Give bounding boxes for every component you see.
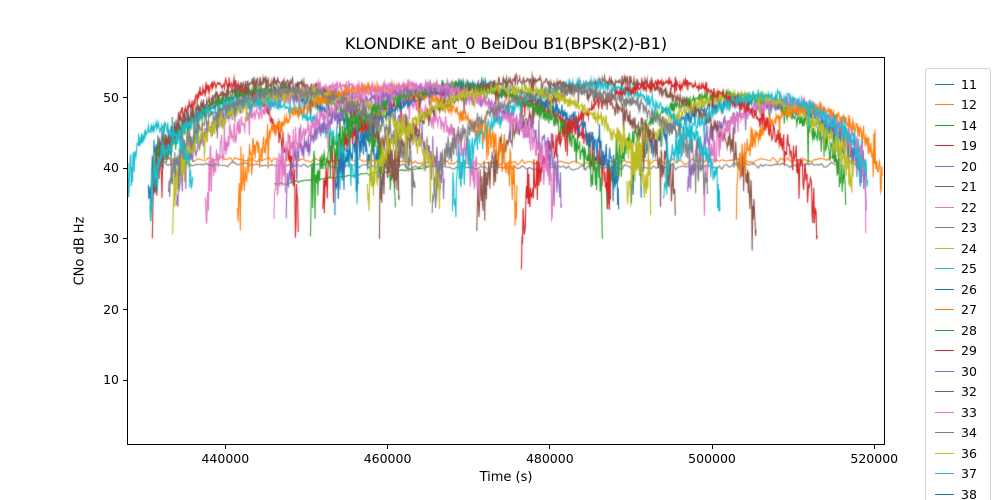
legend-line-swatch: [935, 411, 954, 413]
y-tick-mark: [123, 167, 127, 169]
legend-label: 21: [961, 179, 977, 195]
legend-item: 34: [935, 423, 990, 444]
legend-label: 37: [961, 466, 977, 482]
x-tick-label: 440000: [201, 451, 250, 466]
y-tick-mark: [123, 379, 127, 381]
y-tick-label: 20: [103, 301, 119, 317]
x-axis-label: Time (s): [479, 470, 533, 485]
legend-label: 20: [961, 158, 977, 174]
legend-label: 11: [961, 76, 977, 92]
legend-line-swatch: [935, 206, 954, 208]
legend-line-swatch: [935, 145, 954, 147]
legend-line-swatch: [935, 247, 954, 249]
legend-line-swatch: [935, 432, 954, 434]
legend-item: 12: [935, 95, 990, 116]
legend-item: 25: [935, 259, 990, 280]
legend-line-swatch: [935, 452, 954, 454]
legend-label: 38: [961, 486, 977, 500]
y-tick-label: 50: [103, 89, 119, 105]
y-tick-label: 40: [103, 160, 119, 176]
y-tick-label: 10: [103, 372, 119, 388]
plot-area: [127, 57, 885, 445]
legend-item: 11: [935, 74, 990, 95]
legend-label: 32: [961, 384, 977, 400]
legend: 11 12 14 19 20 21 22 23 24 25 26 27 28 29 30 32 33 34 36 37…: [925, 68, 991, 500]
chart-title: KLONDIKE ant_0 BeiDou B1(BPSK(2)-B1): [344, 34, 668, 53]
legend-line-swatch: [935, 186, 954, 188]
legend-line-swatch: [935, 268, 954, 270]
legend-label: 36: [961, 445, 977, 461]
legend-line-swatch: [935, 329, 954, 331]
legend-line-swatch: [935, 124, 954, 126]
legend-item: 38: [935, 484, 990, 500]
legend-item: 32: [935, 382, 990, 403]
legend-item: 21: [935, 177, 990, 198]
x-tick-mark: [387, 445, 389, 449]
x-tick-mark: [224, 445, 226, 449]
legend-item: 23: [935, 218, 990, 239]
legend-item: 37: [935, 464, 990, 485]
legend-item: 26: [935, 279, 990, 300]
y-axis-label: CNo dB Hz: [72, 216, 88, 286]
legend-label: 28: [961, 322, 977, 338]
x-tick-label: 520000: [850, 451, 899, 466]
legend-label: 26: [961, 281, 977, 297]
legend-item: 20: [935, 156, 990, 177]
legend-item: 33: [935, 402, 990, 423]
legend-line-swatch: [935, 165, 954, 167]
legend-line-swatch: [935, 83, 954, 85]
legend-line-swatch: [935, 370, 954, 372]
x-tick-label: 480000: [525, 451, 574, 466]
x-tick-mark: [873, 445, 875, 449]
legend-line-swatch: [935, 104, 954, 106]
legend-label: 12: [961, 97, 977, 113]
x-tick-label: 500000: [688, 451, 736, 466]
legend-item: 30: [935, 361, 990, 382]
legend-item: 29: [935, 341, 990, 362]
legend-item: 19: [935, 136, 990, 157]
legend-label: 30: [961, 363, 977, 379]
legend-item: 24: [935, 238, 990, 259]
legend-label: 23: [961, 220, 977, 236]
legend-line-swatch: [935, 391, 954, 393]
legend-item: 28: [935, 320, 990, 341]
plot-canvas: [128, 58, 884, 444]
legend-label: 29: [961, 343, 977, 359]
x-tick-label: 460000: [363, 451, 412, 466]
y-tick-mark: [123, 309, 127, 311]
y-tick-mark: [123, 97, 127, 99]
legend-line-swatch: [935, 473, 954, 475]
legend-label: 27: [961, 302, 977, 318]
legend-item: 36: [935, 443, 990, 464]
y-tick-mark: [123, 238, 127, 240]
x-tick-mark: [549, 445, 551, 449]
legend-item: 14: [935, 115, 990, 136]
x-tick-mark: [711, 445, 713, 449]
legend-label: 34: [961, 425, 977, 441]
legend-label: 22: [961, 199, 977, 215]
legend-label: 33: [961, 404, 977, 420]
legend-item: 27: [935, 300, 990, 321]
legend-line-swatch: [935, 309, 954, 311]
legend-label: 24: [961, 240, 977, 256]
legend-label: 25: [961, 261, 977, 277]
legend-line-swatch: [935, 227, 954, 229]
legend-line-swatch: [935, 350, 954, 352]
legend-label: 19: [961, 138, 977, 154]
y-tick-label: 30: [103, 230, 119, 246]
legend-line-swatch: [935, 493, 954, 495]
legend-label: 14: [961, 117, 977, 133]
legend-line-swatch: [935, 288, 954, 290]
legend-item: 22: [935, 197, 990, 218]
